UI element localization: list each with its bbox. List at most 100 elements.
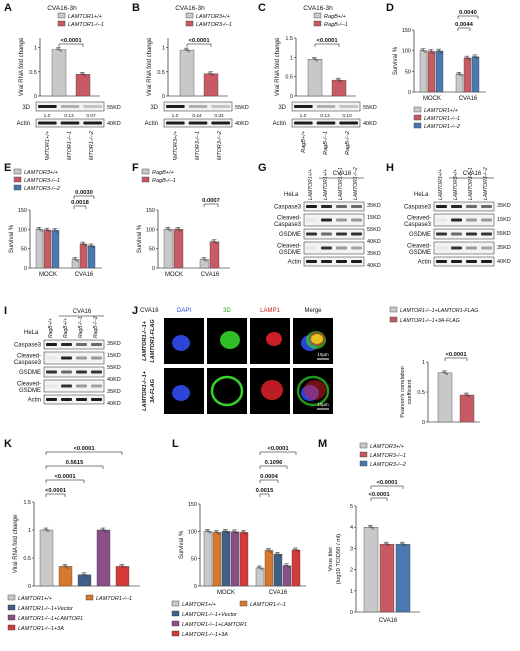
quant-value: 0.13 <box>64 113 74 119</box>
blot-row-band <box>76 398 87 401</box>
signal-lamp1 <box>261 380 283 400</box>
legend-item-swatch <box>7 624 16 631</box>
data-point <box>56 230 59 233</box>
data-point <box>422 49 425 52</box>
3d-blot-band <box>166 105 185 108</box>
quant-value: 1.0 <box>300 113 307 119</box>
3d-blot-band <box>188 105 208 108</box>
3d-blot-membrane <box>35 101 105 112</box>
channel-label: Merge <box>304 308 322 314</box>
3d-blot-band <box>60 105 80 108</box>
chart-c: CVA16-3h RagB+/+ RagB-/--1 0 0.5 1 1.5 Viral RN… <box>273 5 377 155</box>
y-tick-label: 0.5 <box>29 70 37 76</box>
bar <box>471 56 480 93</box>
row-label: Caspase3 <box>14 360 42 366</box>
data-point <box>59 49 63 52</box>
kd-marker: 40KD <box>107 121 121 127</box>
group-label: CVA16 <box>75 272 94 278</box>
blot-row-band <box>321 205 332 208</box>
panel-label-j: J <box>132 305 139 317</box>
data-point <box>339 80 343 83</box>
data-point <box>296 550 300 553</box>
bar <box>203 73 219 97</box>
y-tick-label: 50 <box>21 247 27 253</box>
data-point <box>278 554 282 557</box>
p-value: <0.0001 <box>316 38 338 44</box>
data-point <box>472 54 475 57</box>
actin-blot-band <box>166 121 185 125</box>
lane-label: LAMTOR1-/--2 <box>89 131 95 160</box>
panel-label-h: H <box>386 162 394 174</box>
data-point <box>440 51 443 54</box>
blot-row-membrane <box>433 228 495 240</box>
legend-item-swatch <box>171 630 180 637</box>
row-label: Actin <box>418 260 431 266</box>
actin-blot-band <box>38 121 57 125</box>
group-label: MOCK <box>217 590 235 596</box>
blot-row-membrane <box>433 213 495 227</box>
data-point <box>387 544 391 547</box>
data-point <box>76 259 79 262</box>
data-point <box>226 531 230 534</box>
kd-marker: 15KD <box>367 215 381 221</box>
significance-bracket <box>457 27 471 31</box>
data-point <box>206 530 210 533</box>
bar <box>463 57 472 93</box>
blot-row-band <box>481 246 492 250</box>
y-tick-label: 1 <box>28 528 31 534</box>
blot-row-band <box>451 260 462 263</box>
data-point <box>211 239 214 242</box>
actin-label: Actin <box>17 121 30 127</box>
chart-f: 0 50 100 150 Survival % MOCK CVA16 0.0007 RagB+/… <box>137 168 230 278</box>
y-tick-label: 150 <box>188 502 197 508</box>
signal-lamp1 <box>304 380 326 400</box>
legend-item-swatch <box>313 20 322 27</box>
panel-label-g: G <box>258 162 267 174</box>
significance-bracket <box>259 451 297 455</box>
y-tick-label: 0 <box>350 610 353 616</box>
y-tick-label: 1 <box>422 360 425 366</box>
p-value: 0.0040 <box>459 10 477 16</box>
legend-item: LAMTOR1-/--2 <box>424 124 460 130</box>
data-point <box>464 55 467 59</box>
legend-item: LAMTOR3-/--2 <box>370 462 406 468</box>
lane-label: LAMTOR3-/--1 <box>468 167 474 200</box>
kd-marker: 55KD <box>497 231 511 237</box>
blot-row-band <box>321 246 332 250</box>
kd-marker: 55KD <box>107 365 121 371</box>
data-point <box>121 565 124 568</box>
bar <box>427 51 436 93</box>
data-point <box>265 548 269 551</box>
data-point <box>79 71 83 75</box>
data-point <box>276 553 280 556</box>
cell-label: HeLa <box>414 192 429 198</box>
blot-row-band <box>61 398 72 401</box>
data-point <box>401 543 405 546</box>
channel-label: 3D <box>223 308 231 314</box>
data-point <box>476 56 479 60</box>
kd-marker: 35KD <box>367 203 381 209</box>
legend-item: LAMTOR3+/+ <box>196 14 231 20</box>
3d-label: 3D <box>278 105 286 111</box>
data-point <box>438 49 441 53</box>
blot-i: CVA16 HeLa RagB+/+ RagB+/+ RagB-/--1 RagB-/--… <box>14 309 121 407</box>
data-point <box>233 530 237 533</box>
legend-item-swatch <box>413 106 422 113</box>
blot-row-membrane <box>43 366 105 378</box>
y-tick-label: 0 <box>194 584 197 590</box>
actin-blot-band <box>316 121 336 125</box>
kd-marker: 40KD <box>367 263 381 269</box>
blot-row-membrane <box>43 339 105 350</box>
kd-marker: 35KD <box>107 389 121 395</box>
data-point <box>80 241 83 244</box>
blot-row-band <box>481 218 492 222</box>
bar <box>395 543 411 613</box>
chart-a: CVA16-3h LAMTOR1+/+ LAMTOR1-/--1 0 0.5 1 Viral… <box>17 5 121 160</box>
blot-row-band <box>466 232 477 236</box>
y-tick-label: 5 <box>350 504 353 510</box>
chart-e: 0 50 100 150 Survival % MOCK CVA16 0.0030 0.0018… <box>9 168 102 278</box>
bar <box>71 259 80 269</box>
row-label: Actin <box>28 398 41 404</box>
data-point <box>213 530 217 533</box>
data-point <box>81 572 84 575</box>
